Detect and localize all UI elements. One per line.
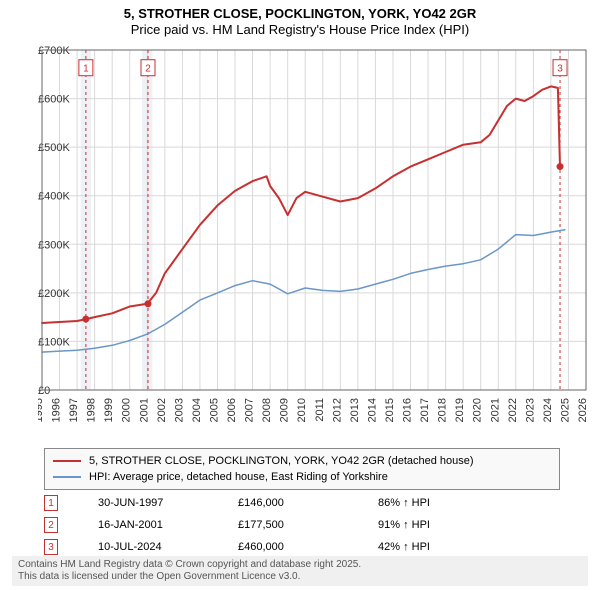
svg-text:2016: 2016 xyxy=(402,398,414,422)
marker-row: 3 10-JUL-2024 £460,000 42% ↑ HPI xyxy=(44,536,560,558)
svg-text:3: 3 xyxy=(557,64,563,75)
marker-date: 16-JAN-2001 xyxy=(98,519,238,531)
marker-row: 1 30-JUN-1997 £146,000 86% ↑ HPI xyxy=(44,492,560,514)
svg-text:2001: 2001 xyxy=(138,398,150,422)
svg-text:2017: 2017 xyxy=(419,398,431,422)
svg-text:2021: 2021 xyxy=(489,398,501,422)
svg-text:2012: 2012 xyxy=(331,398,343,422)
markers-table: 1 30-JUN-1997 £146,000 86% ↑ HPI 2 16-JA… xyxy=(44,492,560,558)
svg-text:2026: 2026 xyxy=(577,398,589,422)
svg-text:2005: 2005 xyxy=(208,398,220,422)
legend-row: HPI: Average price, detached house, East… xyxy=(53,469,551,485)
legend-label: 5, STROTHER CLOSE, POCKLINGTON, YORK, YO… xyxy=(89,455,474,467)
marker-price: £460,000 xyxy=(238,541,378,553)
svg-text:2: 2 xyxy=(145,64,151,75)
svg-text:£400K: £400K xyxy=(38,191,70,203)
svg-text:2010: 2010 xyxy=(296,398,308,422)
svg-text:2008: 2008 xyxy=(261,398,273,422)
svg-text:£700K: £700K xyxy=(38,46,70,57)
marker-price: £146,000 xyxy=(238,497,378,509)
svg-text:2014: 2014 xyxy=(366,398,378,422)
svg-text:1995: 1995 xyxy=(38,398,45,422)
svg-text:2022: 2022 xyxy=(507,398,519,422)
svg-text:2009: 2009 xyxy=(279,398,291,422)
marker-date: 30-JUN-1997 xyxy=(98,497,238,509)
svg-text:2015: 2015 xyxy=(384,398,396,422)
svg-text:£300K: £300K xyxy=(38,239,70,251)
svg-text:2020: 2020 xyxy=(472,398,484,422)
svg-text:2011: 2011 xyxy=(314,398,326,422)
svg-text:2019: 2019 xyxy=(454,398,466,422)
svg-text:1: 1 xyxy=(83,64,89,75)
marker-pct: 91% ↑ HPI xyxy=(378,519,560,531)
page-container: 5, STROTHER CLOSE, POCKLINGTON, YORK, YO… xyxy=(0,0,600,590)
svg-text:2004: 2004 xyxy=(191,398,203,422)
svg-text:1996: 1996 xyxy=(51,398,63,422)
line-chart: 1 2 3 £0 £100K £200K £300K £400K £500K £600K £700K… xyxy=(38,46,590,442)
svg-text:£500K: £500K xyxy=(38,142,70,154)
title-line1: 5, STROTHER CLOSE, POCKLINGTON, YORK, YO… xyxy=(0,6,600,22)
svg-text:1999: 1999 xyxy=(103,398,115,422)
svg-text:1998: 1998 xyxy=(86,398,98,422)
svg-text:2023: 2023 xyxy=(524,398,536,422)
svg-text:£100K: £100K xyxy=(38,336,70,348)
marker-pct: 42% ↑ HPI xyxy=(378,541,560,553)
svg-text:2013: 2013 xyxy=(349,398,361,422)
svg-text:2000: 2000 xyxy=(121,398,133,422)
svg-text:2002: 2002 xyxy=(156,398,168,422)
legend-label: HPI: Average price, detached house, East… xyxy=(89,471,388,483)
marker-price: £177,500 xyxy=(238,519,378,531)
marker-pct: 86% ↑ HPI xyxy=(378,497,560,509)
svg-text:£200K: £200K xyxy=(38,288,70,300)
legend-swatch xyxy=(53,460,81,462)
marker-date: 10-JUL-2024 xyxy=(98,541,238,553)
svg-text:2007: 2007 xyxy=(244,398,256,422)
legend-swatch xyxy=(53,476,81,478)
marker-num: 2 xyxy=(48,520,54,531)
marker-num: 3 xyxy=(48,542,54,553)
legend-row: 5, STROTHER CLOSE, POCKLINGTON, YORK, YO… xyxy=(53,453,551,469)
svg-text:2003: 2003 xyxy=(173,398,185,422)
marker-badge: 2 xyxy=(44,517,58,533)
title-block: 5, STROTHER CLOSE, POCKLINGTON, YORK, YO… xyxy=(0,0,600,39)
legend-box: 5, STROTHER CLOSE, POCKLINGTON, YORK, YO… xyxy=(44,448,560,490)
marker-row: 2 16-JAN-2001 £177,500 91% ↑ HPI xyxy=(44,514,560,536)
svg-text:1997: 1997 xyxy=(68,398,80,422)
marker-num: 1 xyxy=(48,498,54,509)
marker-badge: 1 xyxy=(44,495,58,511)
footer: Contains HM Land Registry data © Crown c… xyxy=(12,556,588,586)
svg-text:2025: 2025 xyxy=(559,398,571,422)
svg-text:2024: 2024 xyxy=(542,398,554,422)
svg-text:£0: £0 xyxy=(38,385,50,397)
footer-line1: Contains HM Land Registry data © Crown c… xyxy=(18,559,582,571)
chart-area: 1 2 3 £0 £100K £200K £300K £400K £500K £600K £700K… xyxy=(38,46,590,394)
svg-text:2018: 2018 xyxy=(437,398,449,422)
title-line2: Price paid vs. HM Land Registry's House … xyxy=(0,22,600,38)
marker-badge: 3 xyxy=(44,539,58,555)
svg-text:2006: 2006 xyxy=(226,398,238,422)
footer-line2: This data is licensed under the Open Gov… xyxy=(18,571,582,583)
svg-text:£600K: £600K xyxy=(38,94,70,106)
